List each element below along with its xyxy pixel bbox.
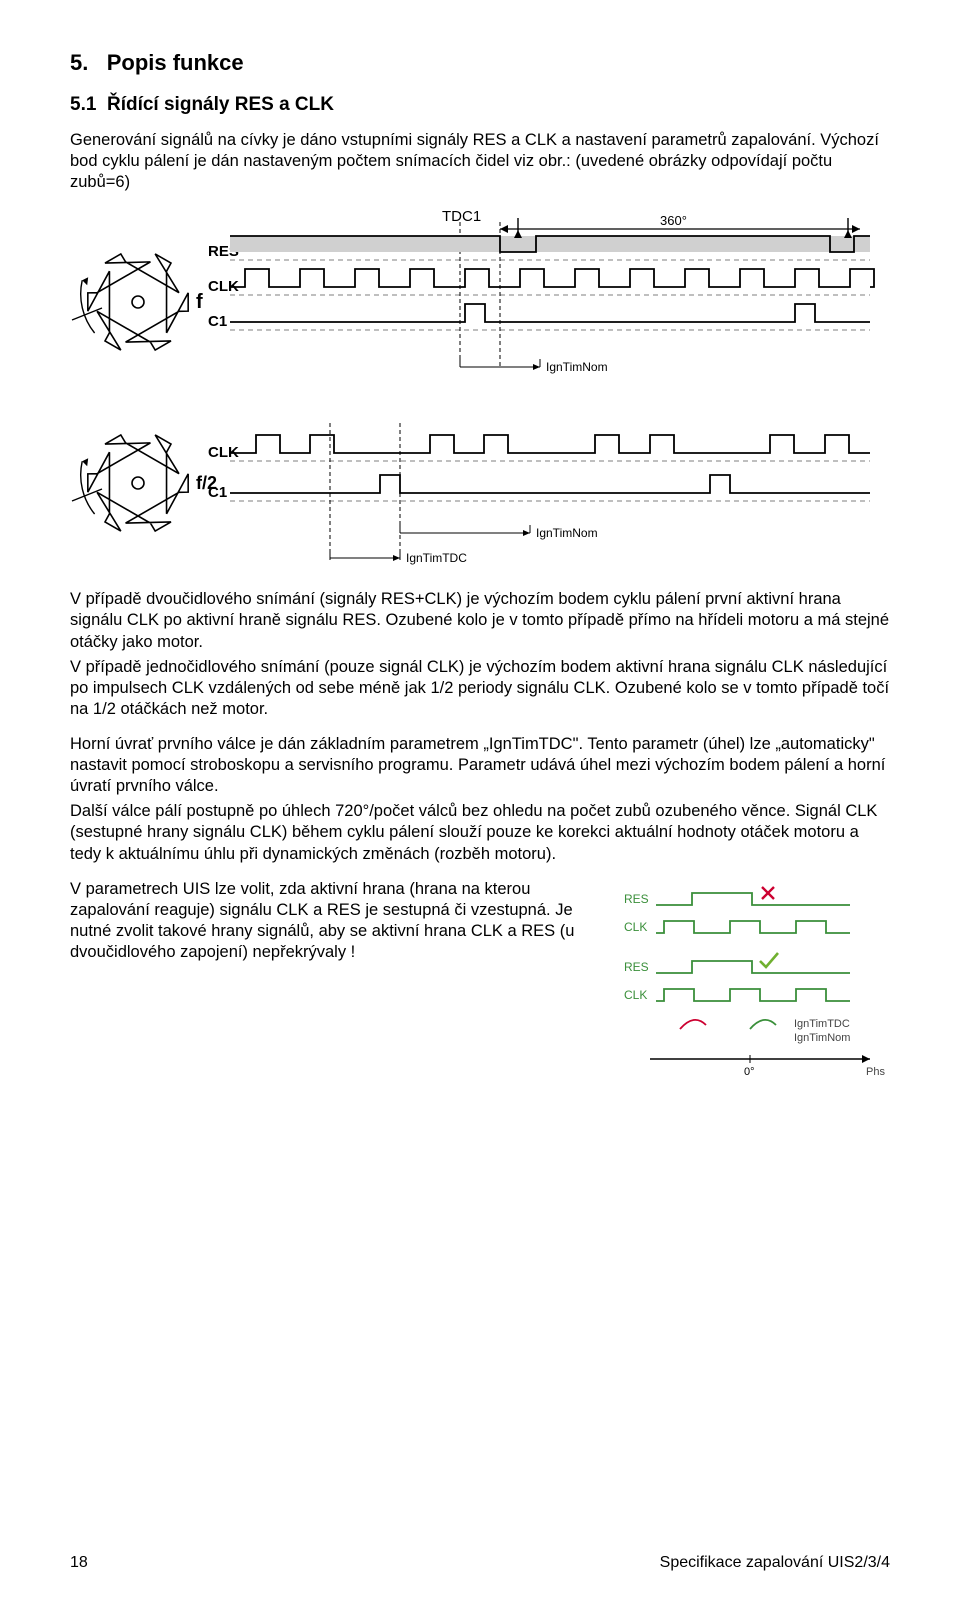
svg-text:TDC1: TDC1: [442, 208, 481, 225]
subsection-number: 5.1: [70, 94, 96, 115]
svg-text:RES: RES: [624, 960, 649, 974]
svg-text:f: f: [196, 291, 203, 313]
timing-diagram-1: fTDC1360°RESCLKC1IgnTimNom: [70, 207, 890, 387]
svg-text:IgnTimTDC: IgnTimTDC: [794, 1018, 850, 1030]
footer-page-number: 18: [70, 1554, 88, 1572]
svg-text:IgnTimNom: IgnTimNom: [546, 360, 608, 374]
subsection-title: Řídící signály RES a CLK: [107, 94, 334, 115]
svg-text:C1: C1: [208, 484, 227, 501]
svg-text:CLK: CLK: [624, 988, 647, 1002]
subsection-heading: 5.1 Řídící signály RES a CLK: [70, 94, 890, 116]
timing-diagram-2: f/2CLKC1IgnTimNomIgnTimTDC: [70, 403, 890, 573]
paragraph-5: Další válce pálí postupně po úhlech 720°…: [70, 801, 890, 864]
paragraph-4: Horní úvrať prvního válce je dán základn…: [70, 734, 890, 797]
svg-text:0°: 0°: [744, 1066, 755, 1078]
svg-text:IgnTimNom: IgnTimNom: [794, 1032, 850, 1044]
paragraph-2: V případě dvoučidlového snímání (signály…: [70, 589, 890, 652]
paragraph-1: Generování signálů na cívky je dáno vstu…: [70, 130, 890, 193]
svg-text:IgnTimNom: IgnTimNom: [536, 526, 598, 540]
svg-text:C1: C1: [208, 313, 227, 330]
footer-spec-title: Specifikace zapalování UIS2/3/4: [660, 1554, 890, 1572]
svg-text:RES: RES: [624, 892, 649, 906]
svg-text:Phs: Phs: [866, 1066, 885, 1078]
page-footer: 18 Specifikace zapalování UIS2/3/4: [70, 1554, 890, 1572]
section-number: 5.: [70, 50, 88, 75]
edge-selection-diagram: RES CLK RES CLK IgnTimTDC IgnTimNom 0° Phs: [620, 879, 890, 1094]
svg-text:CLK: CLK: [624, 920, 647, 934]
paragraph-3: V případě jednočidlového snímání (pouze …: [70, 657, 890, 720]
section-title: Popis funkce: [107, 50, 244, 75]
svg-text:IgnTimTDC: IgnTimTDC: [406, 551, 467, 565]
section-heading: 5. Popis funkce: [70, 50, 890, 76]
svg-text:360°: 360°: [660, 213, 687, 228]
